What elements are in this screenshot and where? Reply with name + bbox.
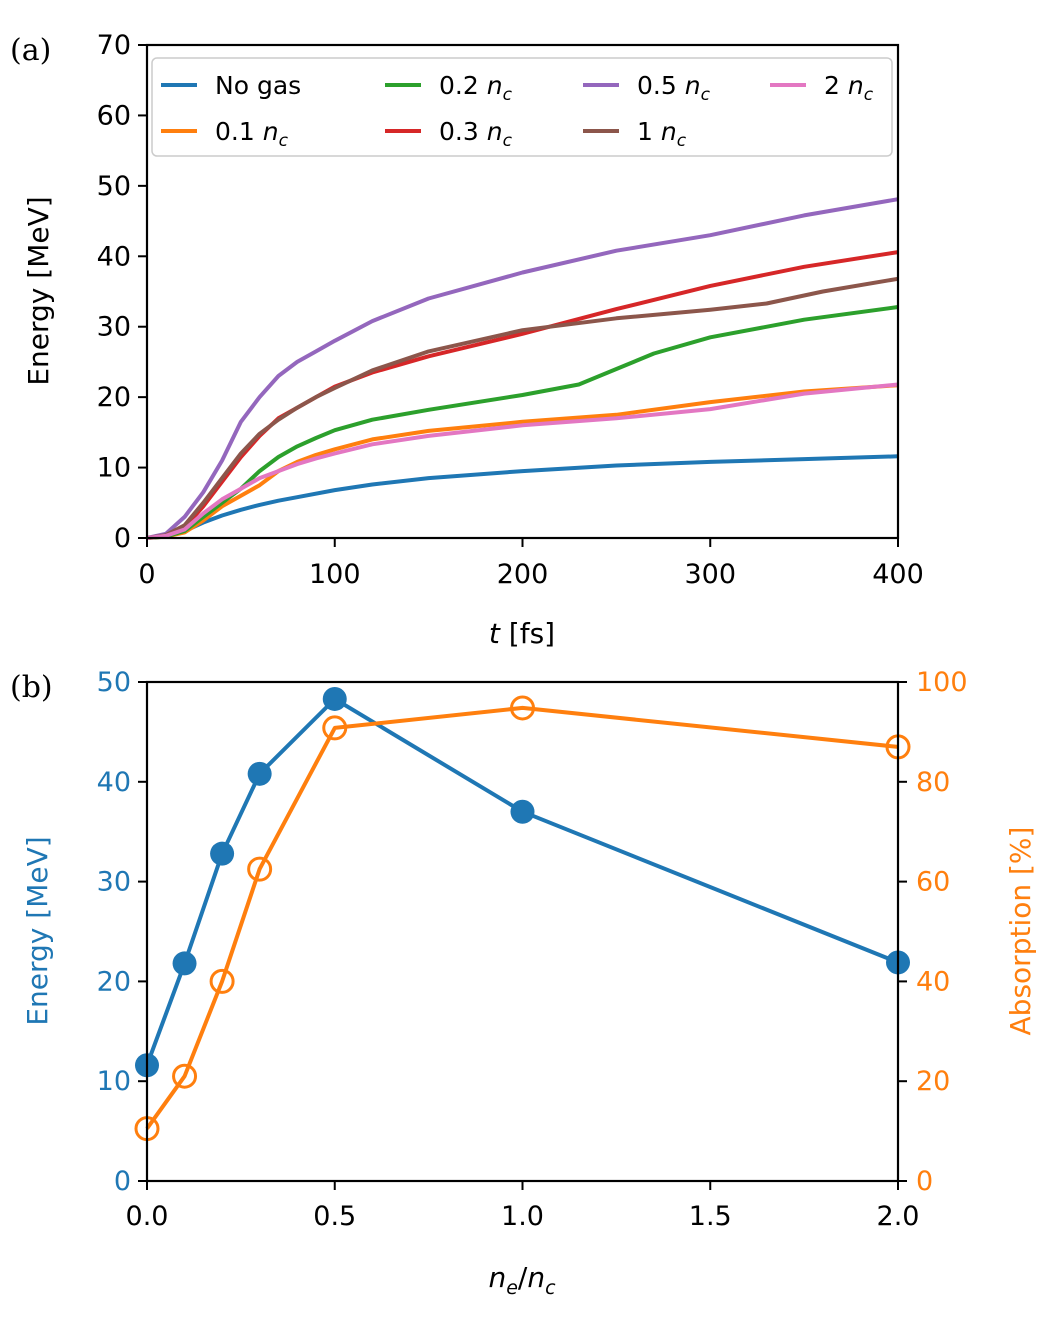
panel-b-left-y-ticks: 0 10 20 30 40 50 [97, 667, 147, 1197]
series-line-6 [146, 382, 899, 540]
x-tick-label: 2.0 [877, 1201, 920, 1232]
panel-a-x-label-unit: [fs] [509, 617, 555, 650]
data-point-energy [247, 761, 272, 786]
series-line-1 [146, 383, 899, 540]
legend-label: 0.5 nc [637, 71, 711, 105]
right-y-tick-label: 60 [916, 867, 950, 898]
panel-a-y-ticks: 0 10 20 30 40 50 60 70 [97, 30, 147, 554]
data-point-energy [510, 799, 535, 824]
x-tick-label: 0 [138, 559, 155, 590]
panel-a-y-axis-label: Energy [MeV] [22, 196, 55, 385]
panel-b-right-y-ticks: 0 20 40 60 80 100 [898, 667, 968, 1197]
x-tick-label: 200 [497, 559, 549, 590]
x-tick-label: 0.0 [126, 1201, 169, 1232]
y-tick-label: 50 [97, 171, 131, 202]
y-tick-label: 70 [97, 30, 131, 61]
right-y-tick-label: 80 [916, 767, 950, 798]
series-line-energy [145, 697, 899, 1066]
legend-label: No gas [215, 71, 301, 100]
panel-b-x-axis-label: ne/nc [488, 1261, 556, 1299]
y-tick-label: 0 [114, 523, 131, 554]
series-line-5 [146, 276, 899, 540]
x-tick-label: 300 [684, 559, 736, 590]
y-tick-label: 60 [97, 100, 131, 131]
series-line-2 [146, 305, 899, 540]
legend-label: 2 nc [824, 71, 874, 105]
x-tick-label: 0.5 [313, 1201, 356, 1232]
left-y-tick-label: 10 [97, 1066, 131, 1097]
y-tick-label: 30 [97, 312, 131, 343]
data-point-absorption [322, 715, 348, 741]
panel-b: (b) 0.0 0.5 1.0 1.5 2.0 0 10 20 30 40 50 0 20 40 60 8… [10, 667, 1037, 1299]
panel-b-left-axis-label: Energy [MeV] [21, 836, 54, 1025]
right-y-tick-label: 20 [916, 1066, 950, 1097]
data-point-absorption [510, 695, 535, 721]
panel-b-series [134, 686, 911, 1142]
data-point-absorption [172, 1063, 198, 1089]
legend-label: 0.1 nc [215, 117, 289, 151]
panel-b-frame [145, 680, 900, 1183]
series-line-0 [146, 454, 899, 540]
panel-a-x-ticks: 0 100 200 300 400 [138, 538, 924, 590]
x-tick-label: 100 [309, 559, 361, 590]
series-line-absorption [145, 705, 899, 1130]
x-tick-label: 1.0 [501, 1201, 544, 1232]
left-y-tick-label: 40 [97, 767, 131, 798]
legend-label: 0.2 nc [439, 71, 513, 105]
panel-a-label: (a) [10, 33, 51, 68]
legend-box [151, 57, 893, 157]
panel-a-legend: No gas 0.1 nc 0.2 nc 0.3 nc 0.5 nc 1 nc 2 nc [151, 57, 893, 157]
y-tick-label: 10 [97, 453, 131, 484]
left-y-tick-label: 20 [97, 966, 131, 997]
panel-b-right-axis-label: Absorption [%] [1004, 827, 1037, 1036]
panel-b-x-ticks: 0.0 0.5 1.0 1.5 2.0 [126, 1181, 920, 1232]
data-point-absorption [247, 856, 273, 882]
series-line-4 [146, 197, 899, 540]
data-point-energy [172, 951, 197, 976]
y-tick-label: 20 [97, 382, 131, 413]
right-y-tick-label: 40 [916, 966, 950, 997]
left-y-tick-label: 30 [97, 867, 131, 898]
y-tick-label: 40 [97, 241, 131, 272]
right-y-tick-label: 100 [916, 667, 968, 698]
data-point-energy [322, 686, 347, 711]
right-y-tick-label: 0 [916, 1166, 933, 1197]
data-point-energy [210, 841, 235, 866]
panel-b-label: (b) [10, 670, 53, 705]
x-tick-label: 1.5 [689, 1201, 732, 1232]
panel-a-series [146, 197, 899, 540]
panel-a-x-label-symbol: t [489, 617, 501, 650]
x-tick-label: 400 [872, 559, 924, 590]
left-y-tick-label: 50 [97, 667, 131, 698]
legend-label: 1 nc [637, 117, 687, 151]
legend-label: 0.3 nc [439, 117, 513, 151]
data-point-absorption [209, 968, 235, 994]
panel-a-x-axis-label: t [fs] [489, 617, 555, 650]
legend-entries: No gas 0.1 nc 0.2 nc 0.3 nc 0.5 nc 1 nc 2 nc [161, 71, 874, 151]
left-y-tick-label: 0 [114, 1166, 131, 1197]
panel-a: (a) 0 100 200 300 400 0 10 20 30 40 50 60 70 t [fs]… [10, 30, 924, 650]
